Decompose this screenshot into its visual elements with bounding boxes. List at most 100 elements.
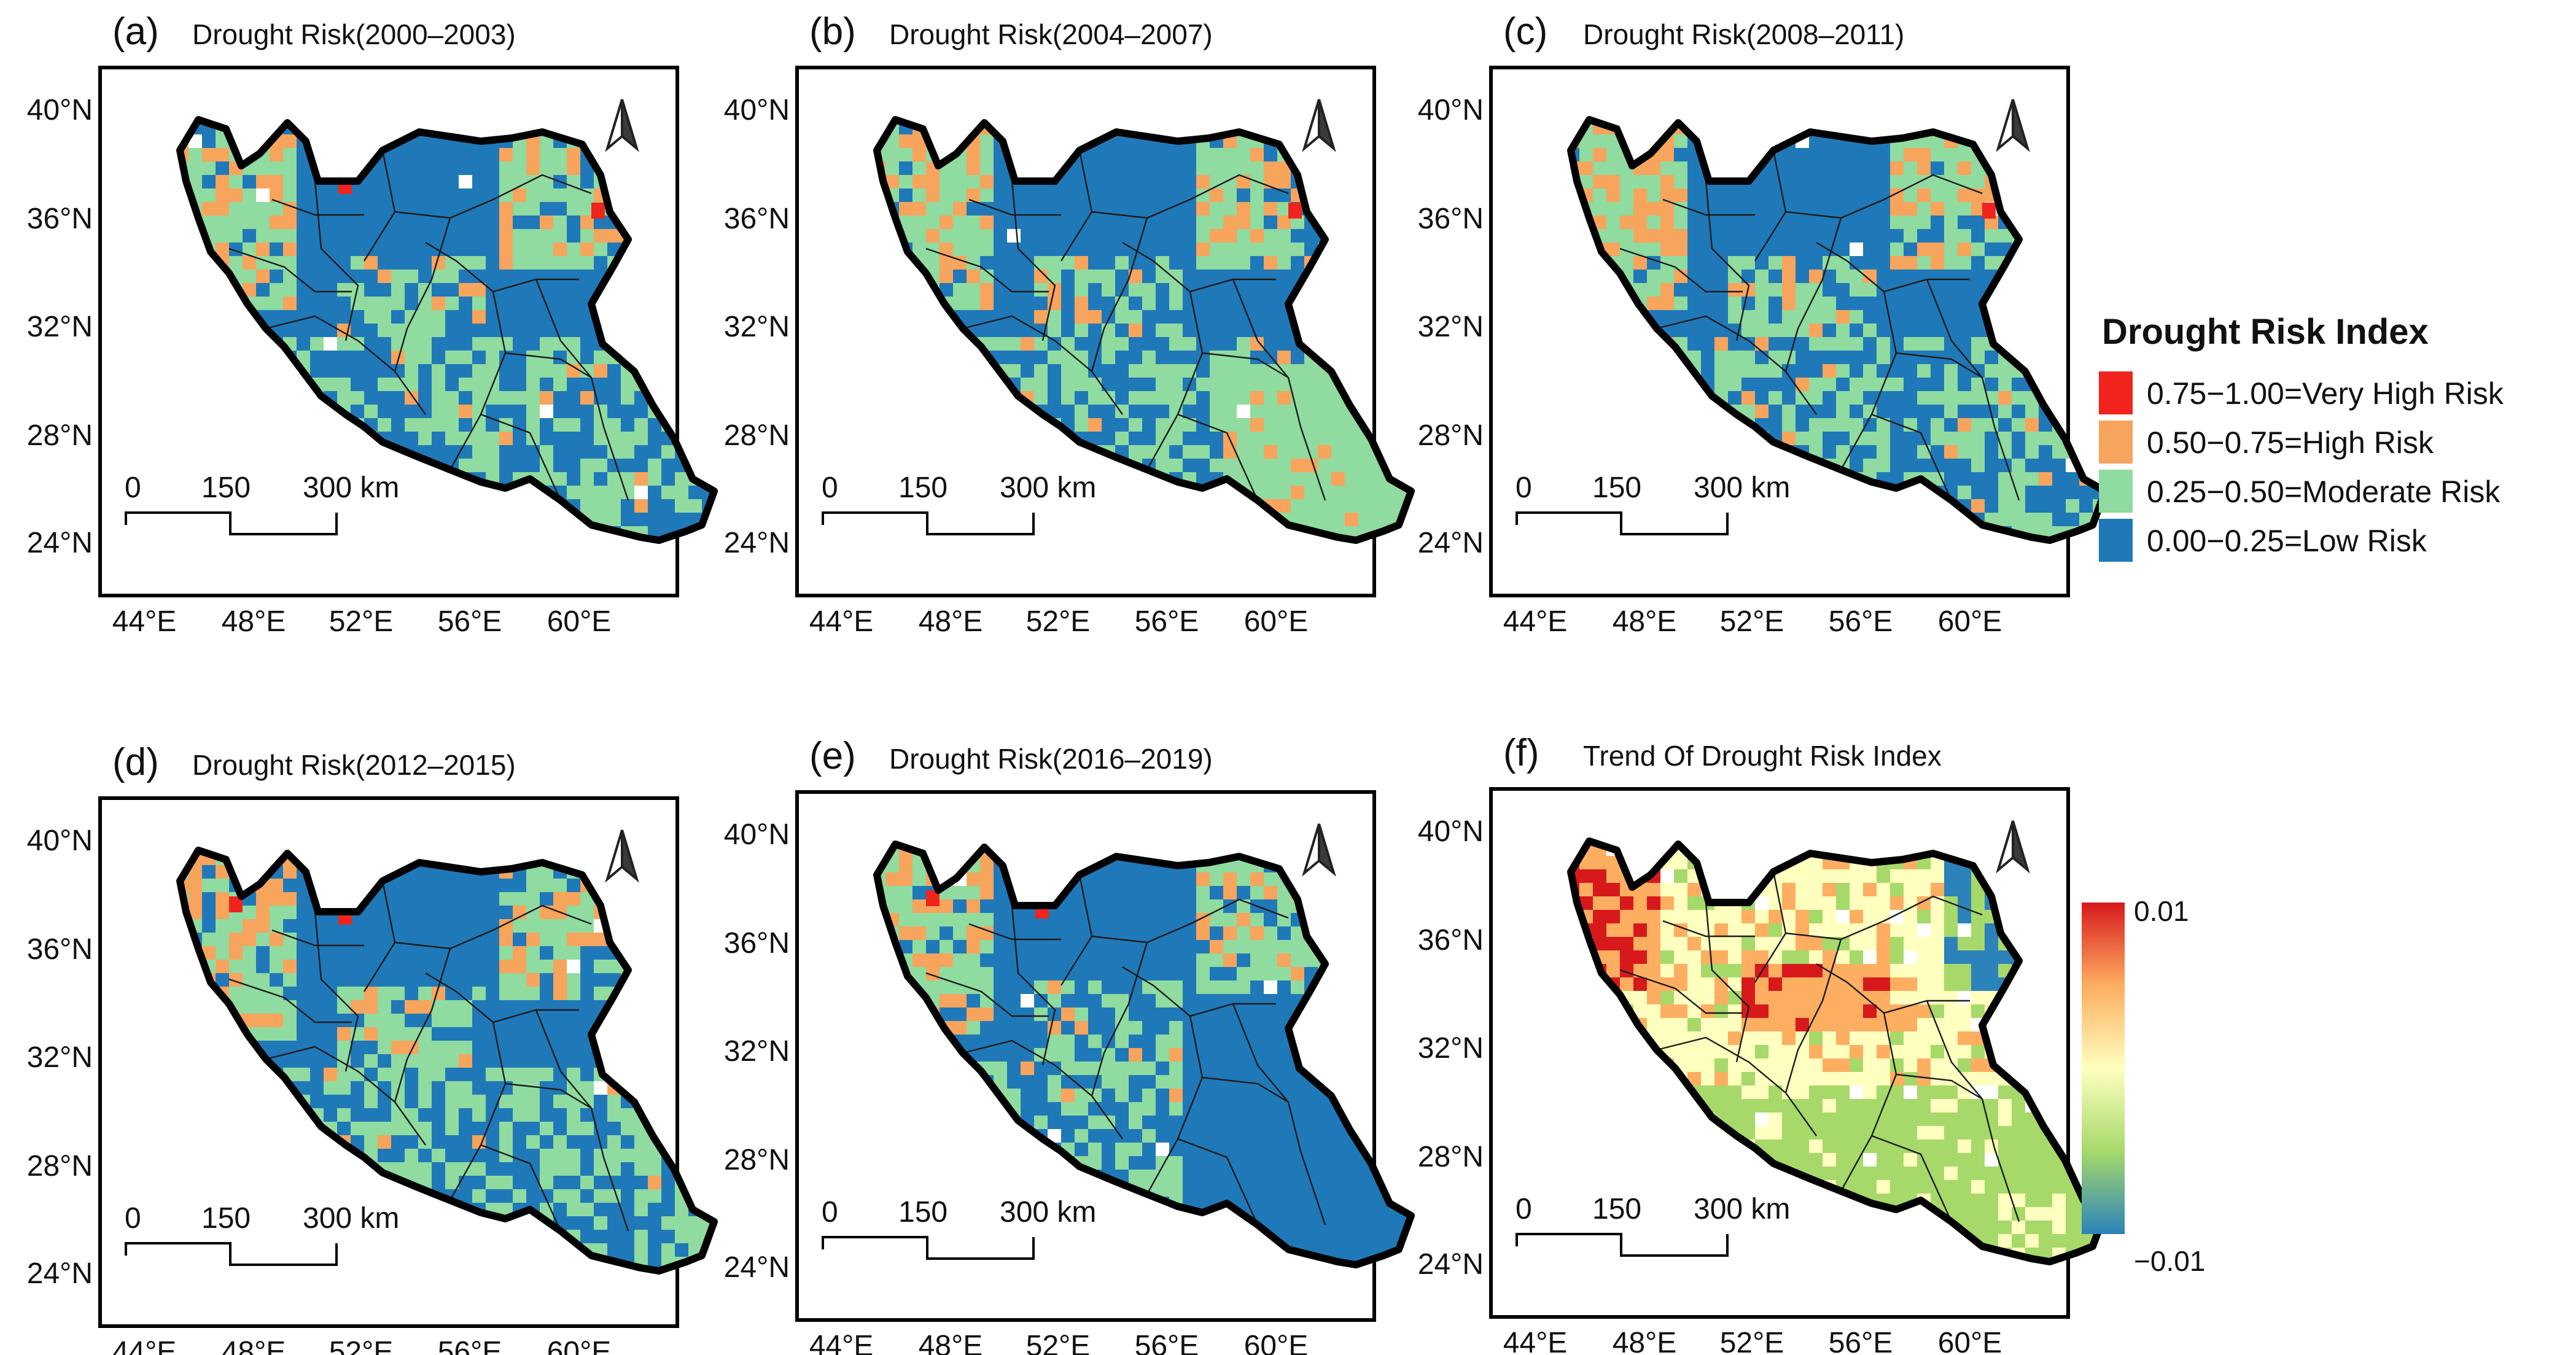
map-cell (1210, 513, 1224, 527)
map-cell (1741, 351, 1756, 365)
map-cell (1552, 202, 1566, 216)
map-cell (661, 1081, 675, 1095)
map-cell (270, 933, 284, 947)
map-cell (621, 987, 635, 1001)
map-cell (2039, 499, 2053, 513)
map-cell (885, 540, 900, 554)
map-cell (1169, 432, 1183, 446)
map-cell (1075, 391, 1089, 405)
map-cell (1741, 243, 1756, 257)
map-cell (180, 1081, 189, 1095)
map-cell (661, 121, 675, 135)
map-cell (1606, 324, 1621, 338)
map-cell (1277, 378, 1291, 392)
map-cell (1331, 486, 1345, 500)
map-cell (885, 418, 900, 432)
map-cell (1571, 499, 1580, 513)
map-cell (607, 297, 621, 311)
map-cell (607, 1027, 621, 1041)
map-cell (967, 215, 981, 230)
map-cell (858, 148, 873, 162)
map-cell (2079, 270, 2093, 284)
map-cell (580, 391, 594, 405)
map-cell (1169, 215, 1183, 230)
map-cell (243, 215, 257, 230)
map-cell (1034, 243, 1048, 257)
map-cell (243, 121, 257, 135)
map-cell (1958, 445, 1972, 459)
map-cell (1277, 418, 1291, 432)
map-cell (202, 391, 216, 405)
map-cell (1345, 418, 1359, 432)
map-cell (1156, 175, 1170, 189)
map-cell (1331, 324, 1345, 338)
map-cell (1048, 202, 1062, 216)
map-cell (2012, 378, 2026, 392)
map-cell (324, 973, 338, 987)
map-cell (1102, 486, 1116, 500)
map-cell (1156, 364, 1170, 378)
map-cell (1971, 337, 1985, 351)
map-cell (1782, 243, 1796, 257)
map-cell (256, 852, 270, 866)
map-cell (634, 161, 648, 176)
map-cell (432, 879, 446, 893)
map-cell (980, 283, 994, 297)
map-cell (526, 378, 540, 392)
map-cell (189, 472, 203, 486)
map-cell (1674, 148, 1688, 162)
map-cell (432, 351, 446, 365)
map-cell (1823, 486, 1837, 500)
map-cell (243, 256, 257, 270)
map-cell (405, 148, 419, 162)
map-cell (283, 270, 297, 284)
map-cell (648, 459, 662, 473)
map-cell (229, 432, 243, 446)
map-cell (324, 270, 338, 284)
map-cell (1412, 256, 1426, 270)
map-cell (1385, 229, 1399, 243)
map-cell (994, 418, 1008, 432)
map-cell (702, 960, 714, 974)
map-cell (1088, 297, 1102, 311)
map-cell (1142, 120, 1156, 122)
map-cell (1358, 391, 1372, 405)
map-cell (2052, 391, 2066, 405)
map-cell (553, 973, 567, 987)
map-cell (1931, 337, 1945, 351)
map-cell (445, 850, 459, 852)
map-cell (1944, 202, 1958, 216)
map-cell (994, 324, 1008, 338)
map-cell (243, 364, 257, 378)
map-cell (1210, 256, 1224, 270)
map-cell (953, 351, 967, 365)
map-cell (486, 1000, 500, 1014)
map-cell (229, 202, 243, 216)
map-cell (432, 148, 446, 162)
map-cell (912, 324, 927, 338)
map-cell (297, 919, 311, 933)
map-cell (256, 1014, 270, 1028)
map-cell (1552, 337, 1566, 351)
map-cell (189, 1068, 203, 1082)
map-cell (364, 850, 378, 852)
map-cell (526, 324, 540, 338)
map-cell (1034, 121, 1048, 135)
map-cell (967, 418, 981, 432)
map-cell (1075, 405, 1089, 419)
map-cell (297, 120, 311, 122)
map-cell (940, 270, 954, 284)
map-cell (567, 161, 581, 176)
map-cell (1102, 432, 1116, 446)
map-cell (391, 459, 405, 473)
map-cell (337, 445, 351, 459)
map-cell (405, 297, 419, 311)
map-cell (202, 418, 216, 432)
map-cell (364, 1054, 378, 1068)
map-cell (297, 513, 311, 527)
map-cell (621, 1000, 635, 1014)
map-cell (216, 1027, 230, 1041)
map-cell (1971, 405, 1985, 419)
map-cell (1863, 459, 1877, 473)
map-cell (1345, 297, 1359, 311)
